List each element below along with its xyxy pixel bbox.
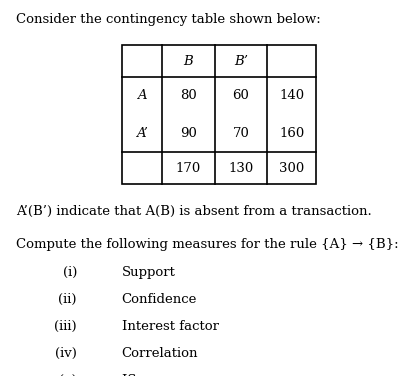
Text: 170: 170 — [176, 162, 201, 175]
Text: 160: 160 — [279, 127, 304, 140]
Text: Support: Support — [122, 266, 175, 279]
Text: Compute the following measures for the rule {A} → {B}:: Compute the following measures for the r… — [16, 238, 399, 251]
Text: 80: 80 — [180, 89, 197, 102]
Text: 300: 300 — [279, 162, 304, 175]
Text: Confidence: Confidence — [122, 293, 197, 306]
Text: 70: 70 — [232, 127, 249, 140]
Text: A’(B’) indicate that A(B) is absent from a transaction.: A’(B’) indicate that A(B) is absent from… — [16, 205, 372, 218]
Text: (iv): (iv) — [55, 347, 77, 361]
Text: 140: 140 — [279, 89, 304, 102]
Text: (iii): (iii) — [54, 320, 77, 334]
Text: Consider the contingency table shown below:: Consider the contingency table shown bel… — [16, 13, 321, 26]
Text: B’: B’ — [234, 55, 248, 68]
Text: 130: 130 — [228, 162, 254, 175]
Text: A’: A’ — [136, 127, 148, 140]
Text: (v): (v) — [59, 374, 77, 376]
Text: A: A — [137, 89, 147, 102]
Text: IS measure: IS measure — [122, 374, 198, 376]
Text: 90: 90 — [180, 127, 197, 140]
Text: 60: 60 — [232, 89, 249, 102]
Text: Correlation: Correlation — [122, 347, 198, 361]
Bar — [122, 45, 316, 184]
Text: (i): (i) — [63, 266, 77, 279]
Text: Interest factor: Interest factor — [122, 320, 219, 334]
Text: B: B — [183, 55, 193, 68]
Text: (ii): (ii) — [58, 293, 77, 306]
